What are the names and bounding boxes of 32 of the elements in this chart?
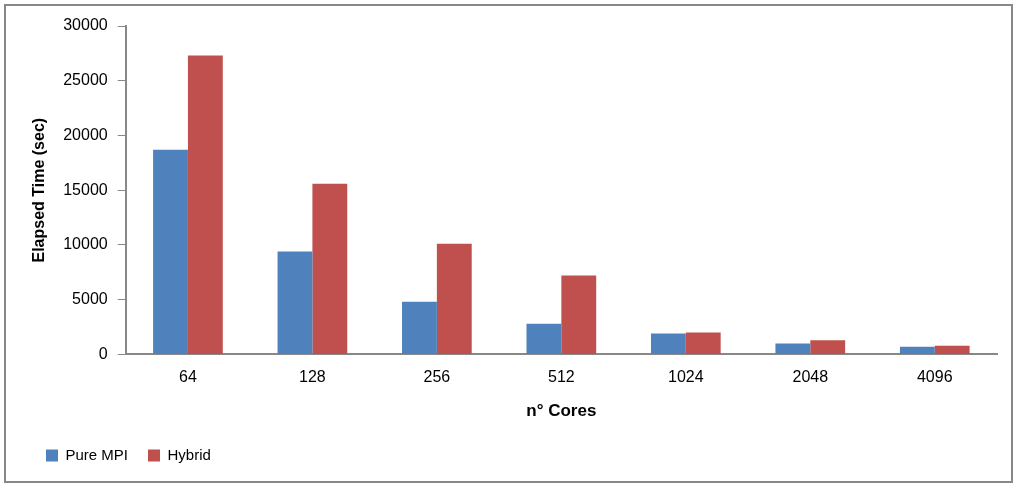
y-tick-label: 20000: [63, 125, 108, 143]
bar: [153, 149, 188, 354]
bar: [810, 340, 846, 354]
bar: [187, 55, 223, 354]
bar: [685, 332, 721, 354]
x-tick-label: 64: [179, 368, 197, 386]
legend-label: Pure MPI: [65, 445, 129, 463]
x-tick-label: 512: [547, 368, 575, 386]
bar: [277, 251, 313, 354]
bar: [526, 323, 562, 354]
bar: [899, 346, 935, 354]
bar: [312, 183, 348, 354]
x-tick-label: 256: [423, 368, 451, 386]
legend-label: Hybrid: [167, 445, 211, 463]
y-tick-label: 5000: [72, 290, 108, 308]
bar: [402, 301, 437, 354]
bar: [561, 275, 597, 354]
y-axis-title: Elapsed Time (sec): [30, 117, 48, 263]
y-tick-label: 25000: [63, 71, 108, 89]
bar: [436, 243, 472, 354]
bar: [775, 343, 811, 354]
y-tick-label: 15000: [63, 180, 108, 198]
x-tick-label: 4096: [916, 368, 953, 386]
y-tick-label: 0: [98, 344, 108, 362]
y-tick-label: 30000: [63, 16, 108, 34]
bar: [650, 333, 686, 354]
x-tick-label: 1024: [668, 368, 704, 386]
x-tick-label: 2048: [792, 368, 829, 386]
x-tick-label: 128: [299, 368, 326, 386]
bar: [934, 345, 970, 354]
x-axis-title: n° Cores: [526, 401, 597, 421]
y-tick-label: 10000: [63, 235, 108, 253]
